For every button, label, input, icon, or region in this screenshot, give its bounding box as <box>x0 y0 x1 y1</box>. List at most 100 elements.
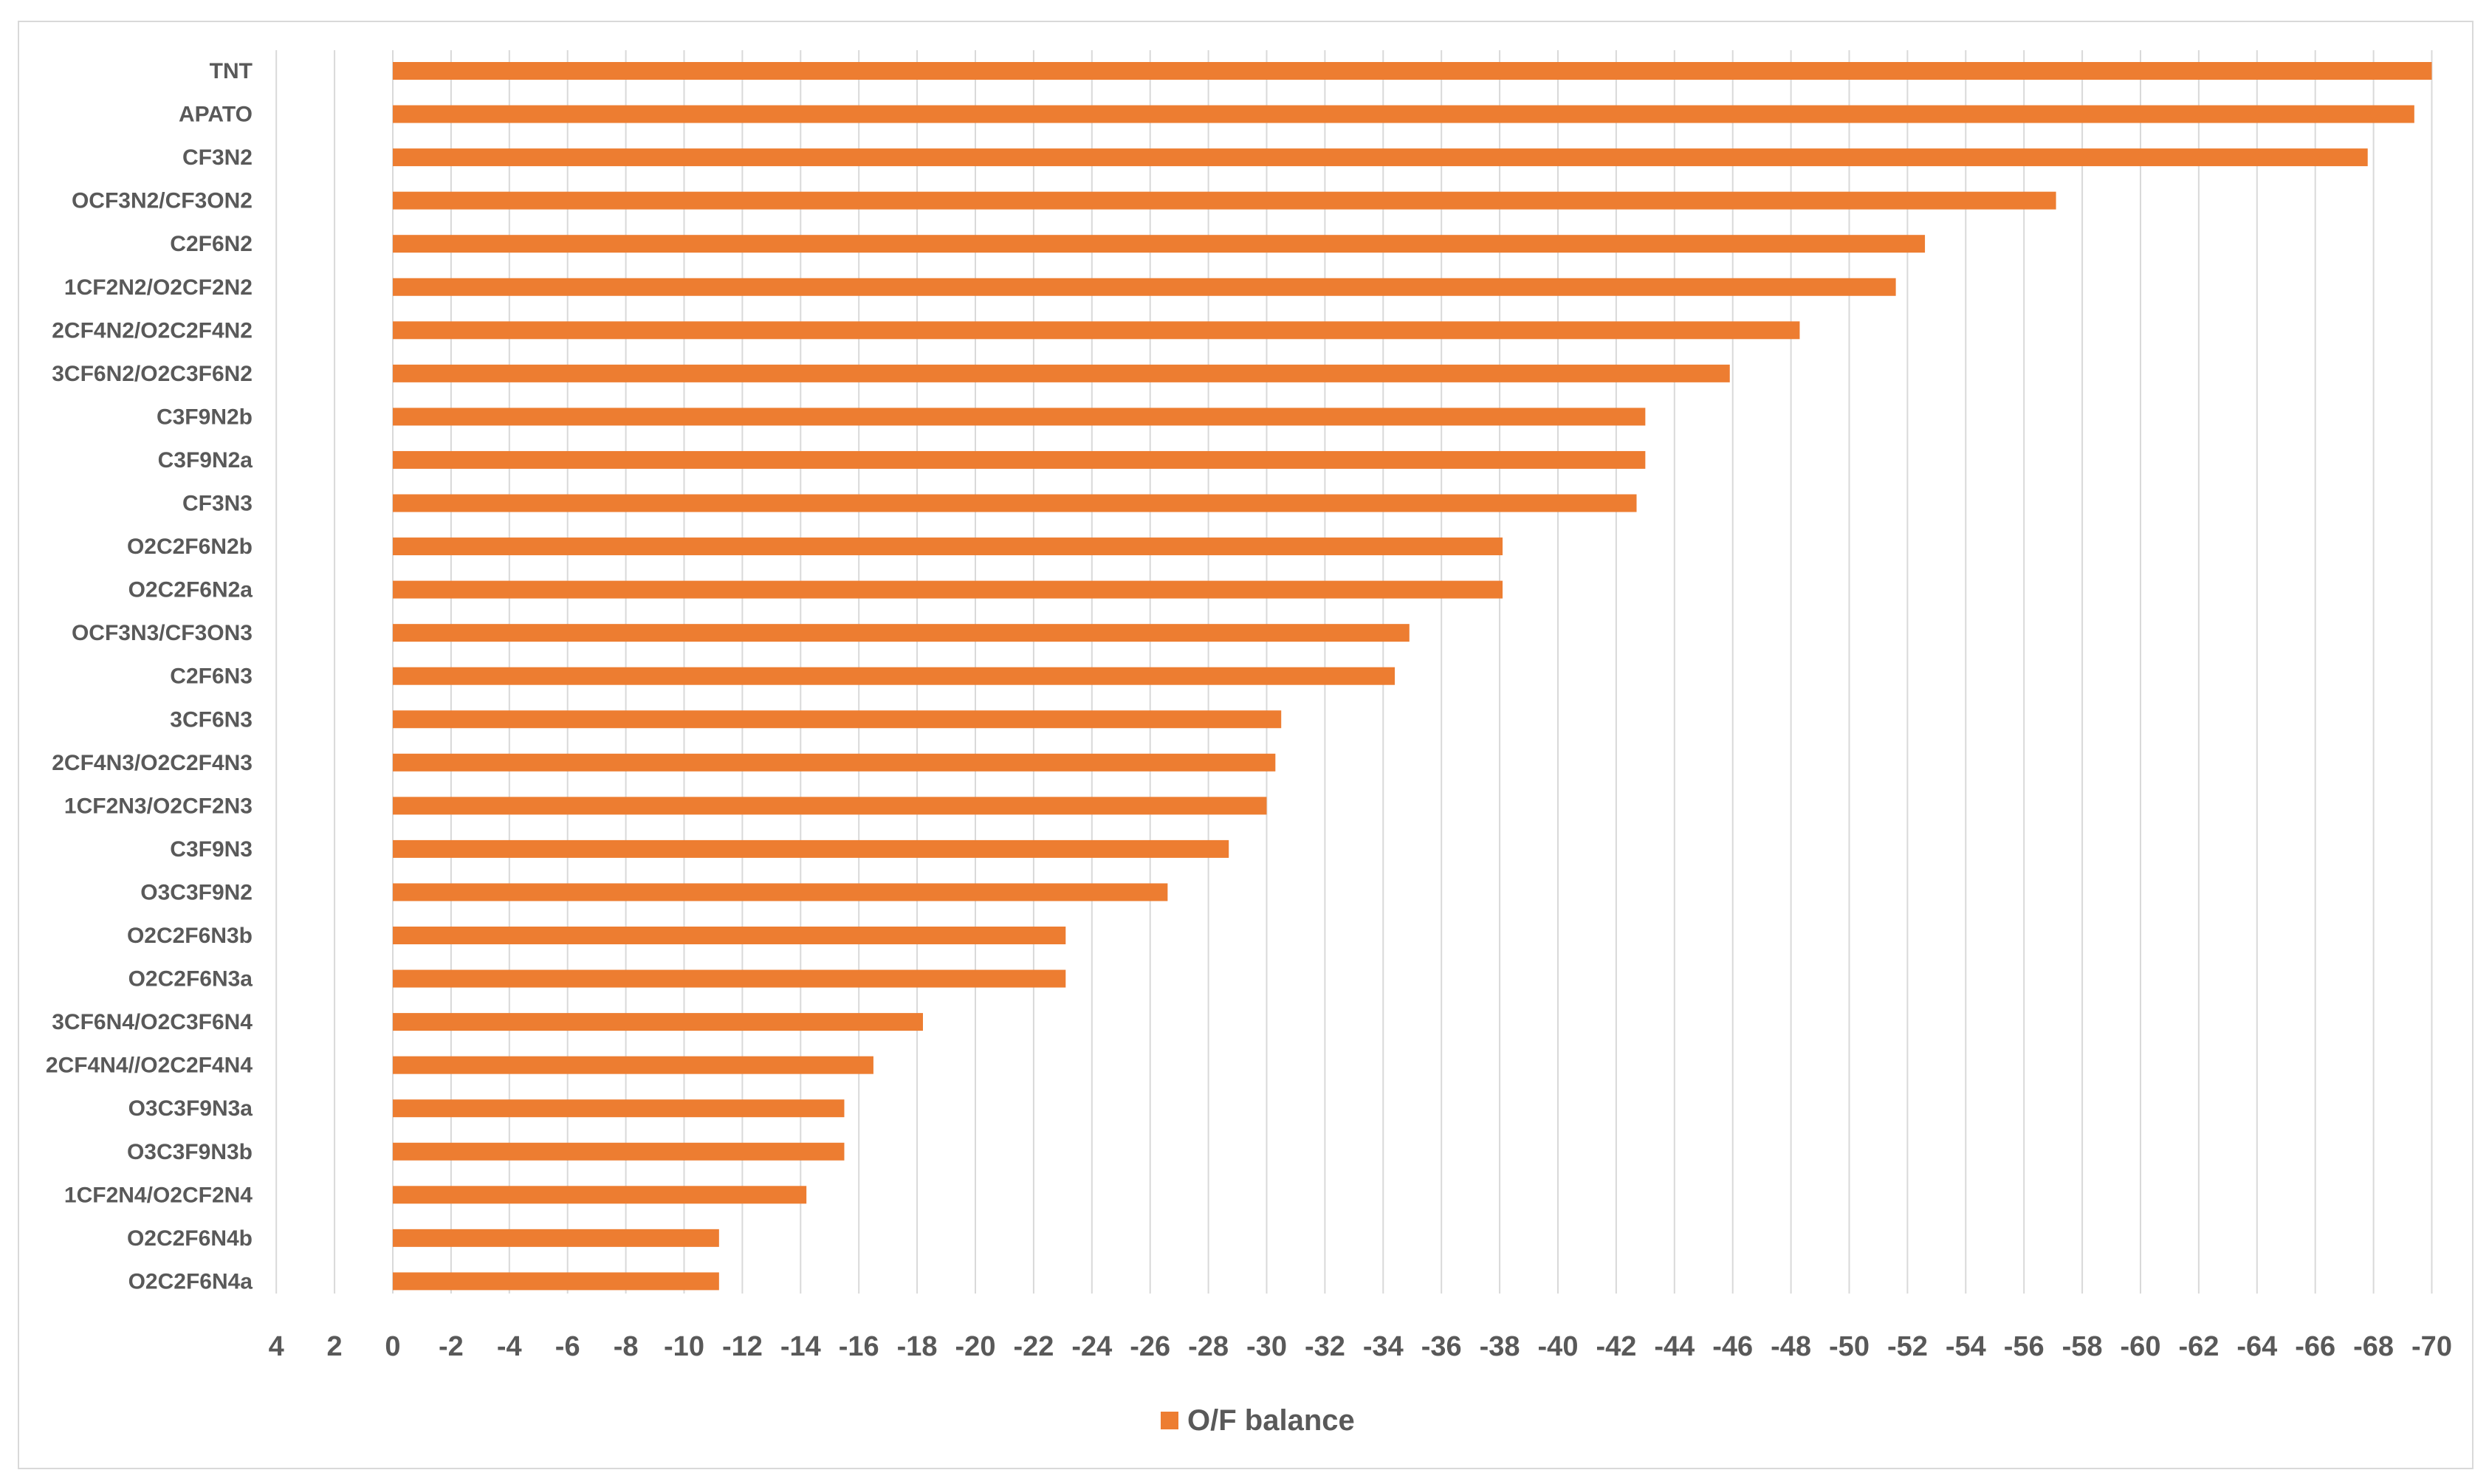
x-tick-label: -64 <box>2236 1331 2277 1362</box>
category-label: TNT <box>210 59 253 83</box>
bar <box>393 1099 845 1118</box>
category-label: C3F9N3 <box>170 837 253 862</box>
bar <box>393 883 1168 901</box>
bar <box>393 364 1730 382</box>
category-label: 1CF2N4/O2CF2N4 <box>64 1183 253 1207</box>
category-labels: TNT APATO CF3N2 OCF3N2/CF3ON2 C2F6N2 1CF2N2/O… <box>46 59 253 1294</box>
category-label: O2C2F6N4a <box>128 1269 253 1294</box>
bar <box>393 969 1066 988</box>
category-label: O2C2F6N3a <box>128 967 253 992</box>
x-tick-label: -16 <box>839 1331 879 1362</box>
x-tick-label: -30 <box>1246 1331 1287 1362</box>
bar <box>393 1229 719 1247</box>
x-tick-label: -38 <box>1480 1331 1520 1362</box>
bar <box>393 839 1229 858</box>
x-tick-label: -68 <box>2353 1331 2394 1362</box>
category-label: 3CF6N3 <box>170 707 253 732</box>
x-tick-label: -40 <box>1538 1331 1579 1362</box>
bar <box>393 450 1646 469</box>
x-axis-tick-labels: 4 2 0 -2 -4 -6 -8 -10 -12 -14 -16 -18 -20 -22 -24 -26 -2… <box>269 1331 2452 1362</box>
bar <box>393 321 1800 340</box>
bar <box>393 105 2414 123</box>
x-tick-label: -50 <box>1829 1331 1870 1362</box>
bar <box>393 235 1926 253</box>
x-tick-label: -58 <box>2062 1331 2103 1362</box>
x-tick-label: -56 <box>2004 1331 2045 1362</box>
x-tick-label: -52 <box>1887 1331 1928 1362</box>
x-tick-label: -4 <box>497 1331 522 1362</box>
x-tick-label: -2 <box>439 1331 464 1362</box>
bar <box>393 537 1503 556</box>
x-tick-label: -10 <box>664 1331 704 1362</box>
category-label: OCF3N2/CF3ON2 <box>72 189 253 213</box>
bars <box>393 62 2432 1291</box>
x-tick-label: -6 <box>555 1331 580 1362</box>
x-tick-label: -14 <box>780 1331 821 1362</box>
x-tick-label: -8 <box>614 1331 639 1362</box>
category-label: 2CF4N2/O2C2F4N2 <box>52 318 253 343</box>
x-tick-label: -66 <box>2295 1331 2335 1362</box>
category-label: O3C3F9N3b <box>127 1140 253 1164</box>
category-label: O2C2F6N3b <box>127 924 253 948</box>
bar <box>393 1013 923 1031</box>
category-label: C3F9N2b <box>157 405 253 429</box>
category-label: O2C2F6N4b <box>127 1226 253 1251</box>
x-tick-label: -62 <box>2178 1331 2219 1362</box>
x-tick-label: -22 <box>1013 1331 1054 1362</box>
x-tick-label: 4 <box>269 1331 284 1362</box>
bar <box>393 667 1395 685</box>
chart-frame <box>18 21 2473 1469</box>
category-label: 1CF2N3/O2CF2N3 <box>64 794 253 818</box>
bar <box>393 797 1267 815</box>
bar <box>393 408 1646 426</box>
category-label: 2CF4N4//O2C2F4N4 <box>46 1054 253 1078</box>
bar <box>393 580 1503 599</box>
legend: O/F balance <box>1161 1400 1355 1441</box>
x-tick-label: -36 <box>1421 1331 1462 1362</box>
x-tick-label: -48 <box>1771 1331 1811 1362</box>
bar <box>393 710 1282 729</box>
x-tick-label: -12 <box>722 1331 763 1362</box>
category-label: APATO <box>179 103 253 127</box>
x-tick-label: 2 <box>327 1331 343 1362</box>
bar <box>393 1272 719 1291</box>
x-tick-label: -28 <box>1188 1331 1229 1362</box>
x-tick-label: -60 <box>2121 1331 2161 1362</box>
legend-label: O/F balance <box>1187 1404 1355 1437</box>
x-tick-label: -20 <box>955 1331 996 1362</box>
bar <box>393 753 1276 772</box>
category-label: C2F6N2 <box>170 232 253 256</box>
category-label: O2C2F6N2a <box>128 578 253 602</box>
x-tick-label: -70 <box>2411 1331 2452 1362</box>
bar <box>393 191 2056 210</box>
x-tick-label: -32 <box>1305 1331 1345 1362</box>
bar <box>393 148 2368 167</box>
bar <box>393 278 1896 296</box>
category-label: C2F6N3 <box>170 664 253 689</box>
category-label: 3CF6N4/O2C3F6N4 <box>52 1010 253 1034</box>
bar <box>393 624 1410 642</box>
category-label: 1CF2N2/O2CF2N2 <box>64 275 253 300</box>
x-tick-label: -54 <box>1946 1331 1986 1362</box>
category-label: CF3N2 <box>182 145 253 170</box>
bar <box>393 1186 807 1204</box>
bar <box>393 1056 873 1074</box>
category-label: OCF3N3/CF3ON3 <box>72 621 253 645</box>
x-tick-label: -34 <box>1363 1331 1404 1362</box>
category-label: 3CF6N2/O2C3F6N2 <box>52 362 253 386</box>
category-label: O2C2F6N2b <box>127 535 253 559</box>
category-label: 2CF4N3/O2C2F4N3 <box>52 751 253 775</box>
bar <box>393 62 2432 80</box>
category-label: O3C3F9N2 <box>140 880 253 904</box>
bar <box>393 494 1637 512</box>
x-tick-label: -42 <box>1596 1331 1636 1362</box>
category-label: CF3N3 <box>182 492 253 516</box>
x-tick-label: -44 <box>1654 1331 1695 1362</box>
category-label: C3F9N2a <box>158 448 253 473</box>
x-tick-label: -46 <box>1712 1331 1753 1362</box>
bar <box>393 1142 845 1161</box>
x-tick-label: -24 <box>1071 1331 1112 1362</box>
x-tick-label: -18 <box>897 1331 938 1362</box>
bar <box>393 927 1066 944</box>
